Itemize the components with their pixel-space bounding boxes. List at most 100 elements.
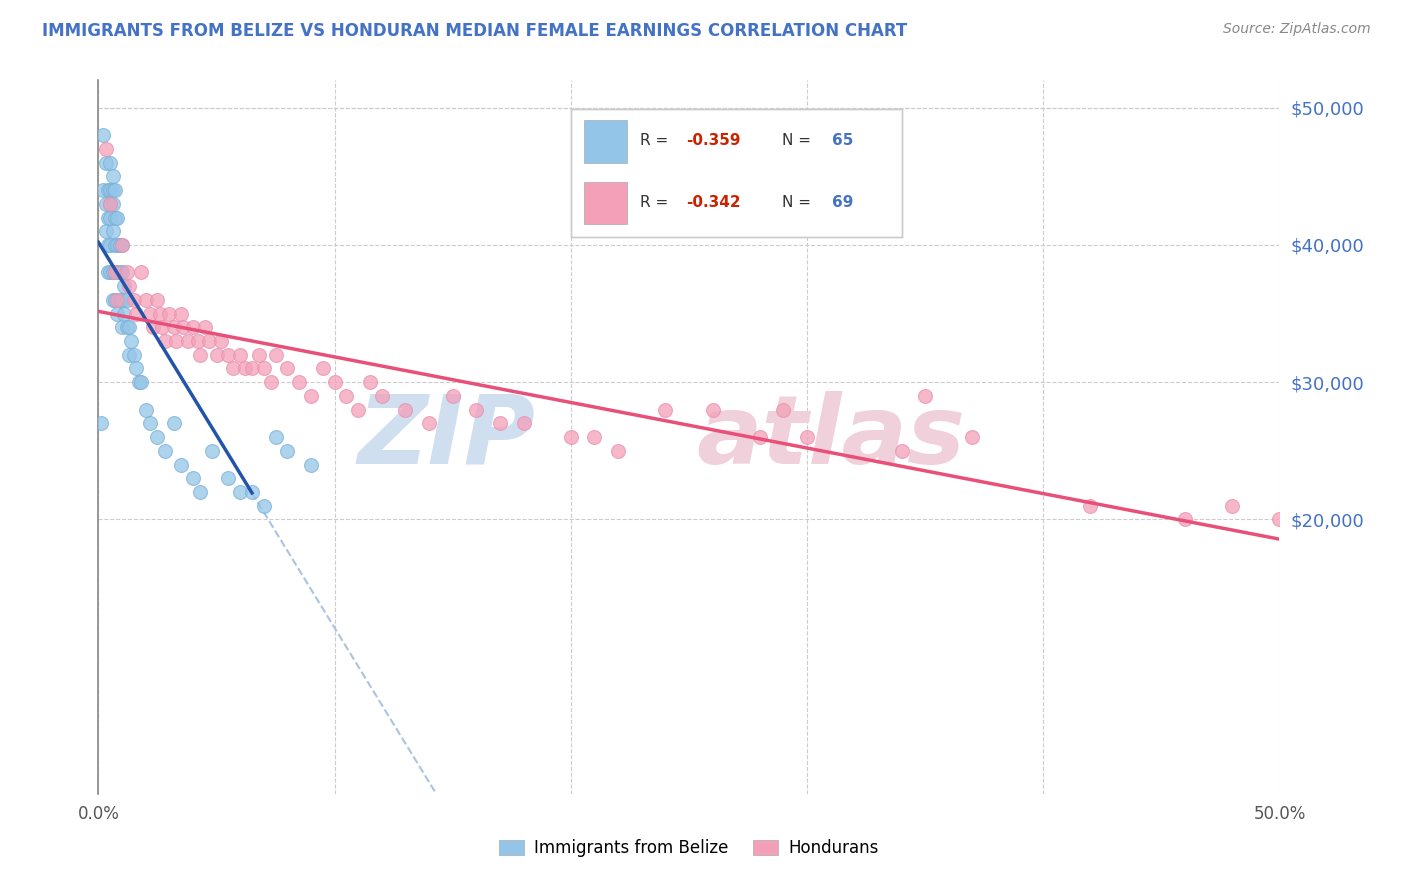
- Point: [253, 361, 276, 376]
- Point: [772, 402, 794, 417]
- Point: [90, 417, 112, 431]
- Point: [104, 293, 127, 307]
- Point: [181, 471, 204, 485]
- Point: [128, 375, 150, 389]
- Point: [962, 430, 984, 444]
- Legend: Immigrants from Belize, Hondurans: Immigrants from Belize, Hondurans: [492, 833, 886, 864]
- Point: [163, 320, 186, 334]
- Point: [135, 293, 157, 307]
- Point: [118, 320, 141, 334]
- Point: [607, 443, 630, 458]
- Point: [98, 196, 121, 211]
- Point: [165, 334, 187, 348]
- Point: [97, 265, 120, 279]
- Point: [118, 348, 141, 362]
- Point: [129, 265, 152, 279]
- Point: [312, 361, 335, 376]
- Point: [139, 417, 162, 431]
- Point: [98, 265, 121, 279]
- Point: [94, 196, 117, 211]
- Point: [98, 211, 121, 225]
- Point: [125, 361, 148, 376]
- Point: [299, 389, 322, 403]
- Point: [299, 458, 322, 472]
- Point: [157, 307, 180, 321]
- Point: [104, 265, 127, 279]
- Point: [1174, 512, 1197, 526]
- Point: [229, 348, 252, 362]
- Point: [101, 169, 124, 184]
- Point: [205, 348, 228, 362]
- Point: [418, 417, 440, 431]
- Point: [98, 196, 121, 211]
- Point: [105, 238, 128, 252]
- Point: [233, 361, 256, 376]
- Point: [170, 458, 193, 472]
- Point: [323, 375, 346, 389]
- Point: [121, 334, 143, 348]
- Point: [188, 485, 211, 500]
- Point: [1268, 512, 1291, 526]
- Point: [115, 320, 138, 334]
- Point: [104, 265, 127, 279]
- Point: [101, 265, 124, 279]
- Point: [101, 224, 124, 238]
- Point: [217, 471, 239, 485]
- Point: [129, 375, 152, 389]
- Point: [188, 348, 211, 362]
- Point: [209, 334, 232, 348]
- Point: [146, 293, 169, 307]
- Point: [91, 183, 114, 197]
- Point: [359, 375, 381, 389]
- Point: [181, 320, 204, 334]
- Point: [253, 499, 276, 513]
- Point: [347, 402, 370, 417]
- Point: [122, 293, 145, 307]
- Point: [135, 402, 157, 417]
- Point: [187, 334, 209, 348]
- Point: [163, 417, 186, 431]
- Point: [91, 128, 114, 143]
- Point: [111, 320, 134, 334]
- Text: IMMIGRANTS FROM BELIZE VS HONDURAN MEDIAN FEMALE EARNINGS CORRELATION CHART: IMMIGRANTS FROM BELIZE VS HONDURAN MEDIA…: [42, 22, 907, 40]
- Point: [118, 279, 141, 293]
- Text: Source: ZipAtlas.com: Source: ZipAtlas.com: [1223, 22, 1371, 37]
- Point: [98, 183, 121, 197]
- Point: [94, 224, 117, 238]
- Point: [112, 307, 135, 321]
- Point: [153, 334, 176, 348]
- Point: [198, 334, 221, 348]
- Point: [111, 238, 134, 252]
- Point: [441, 389, 464, 403]
- Point: [111, 238, 134, 252]
- Point: [98, 238, 121, 252]
- Point: [111, 265, 134, 279]
- Point: [139, 307, 162, 321]
- Text: atlas: atlas: [696, 391, 965, 483]
- Point: [97, 211, 120, 225]
- Point: [108, 265, 131, 279]
- Point: [194, 320, 217, 334]
- Point: [108, 293, 131, 307]
- Point: [112, 279, 135, 293]
- Point: [465, 402, 488, 417]
- Point: [105, 265, 128, 279]
- Point: [108, 238, 131, 252]
- Point: [1220, 499, 1243, 513]
- Point: [104, 238, 127, 252]
- Point: [240, 361, 263, 376]
- Point: [264, 348, 287, 362]
- Point: [914, 389, 936, 403]
- Point: [201, 443, 224, 458]
- Point: [101, 293, 124, 307]
- Point: [98, 155, 121, 169]
- Point: [748, 430, 770, 444]
- Point: [105, 293, 128, 307]
- Point: [97, 183, 120, 197]
- Point: [142, 320, 165, 334]
- Point: [276, 361, 298, 376]
- Point: [125, 307, 148, 321]
- Point: [101, 196, 124, 211]
- Point: [512, 417, 534, 431]
- Point: [288, 375, 311, 389]
